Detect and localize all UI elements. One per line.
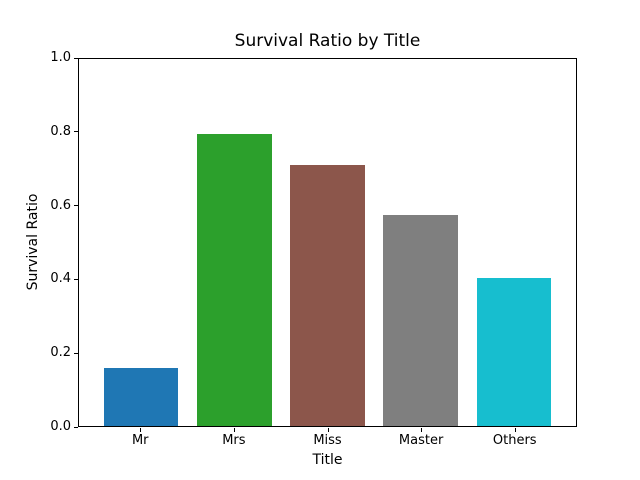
xtick-label-others: Others [492,433,537,448]
plot-area [78,58,577,427]
bar-others [476,278,552,426]
bar-mr [103,368,179,426]
xtick-mark-others [514,428,516,432]
xtick-mark-miss [327,428,329,432]
bar-miss [290,165,365,426]
bar-mrs [196,133,272,426]
ytick-mark-0.6 [74,205,78,207]
xtick-label-mrs: Mrs [222,433,246,448]
xtick-mark-mrs [233,428,235,432]
x-axis-label: Title [312,452,343,468]
chart-title: Survival Ratio by Title [234,31,421,51]
bar-master [383,214,459,426]
ytick-label-0.4: 0.4 [50,271,71,287]
ytick-mark-1.0 [74,57,78,59]
ytick-label-0.8: 0.8 [50,123,71,139]
xtick-label-master: Master [398,433,444,448]
ytick-label-0.6: 0.6 [50,197,71,213]
xtick-mark-master [421,428,423,432]
ytick-mark-0.2 [74,352,78,354]
xtick-mark-mr [140,428,142,432]
ytick-mark-0.8 [74,131,78,133]
ytick-mark-0.0 [74,426,78,428]
ytick-label-0.0: 0.0 [50,419,71,434]
xtick-label-miss: Miss [313,433,342,448]
ytick-label-0.2: 0.2 [50,345,71,361]
xtick-label-mr: Mr [131,433,149,448]
ytick-label-1.0: 1.0 [50,50,71,65]
ytick-mark-0.4 [74,278,78,280]
